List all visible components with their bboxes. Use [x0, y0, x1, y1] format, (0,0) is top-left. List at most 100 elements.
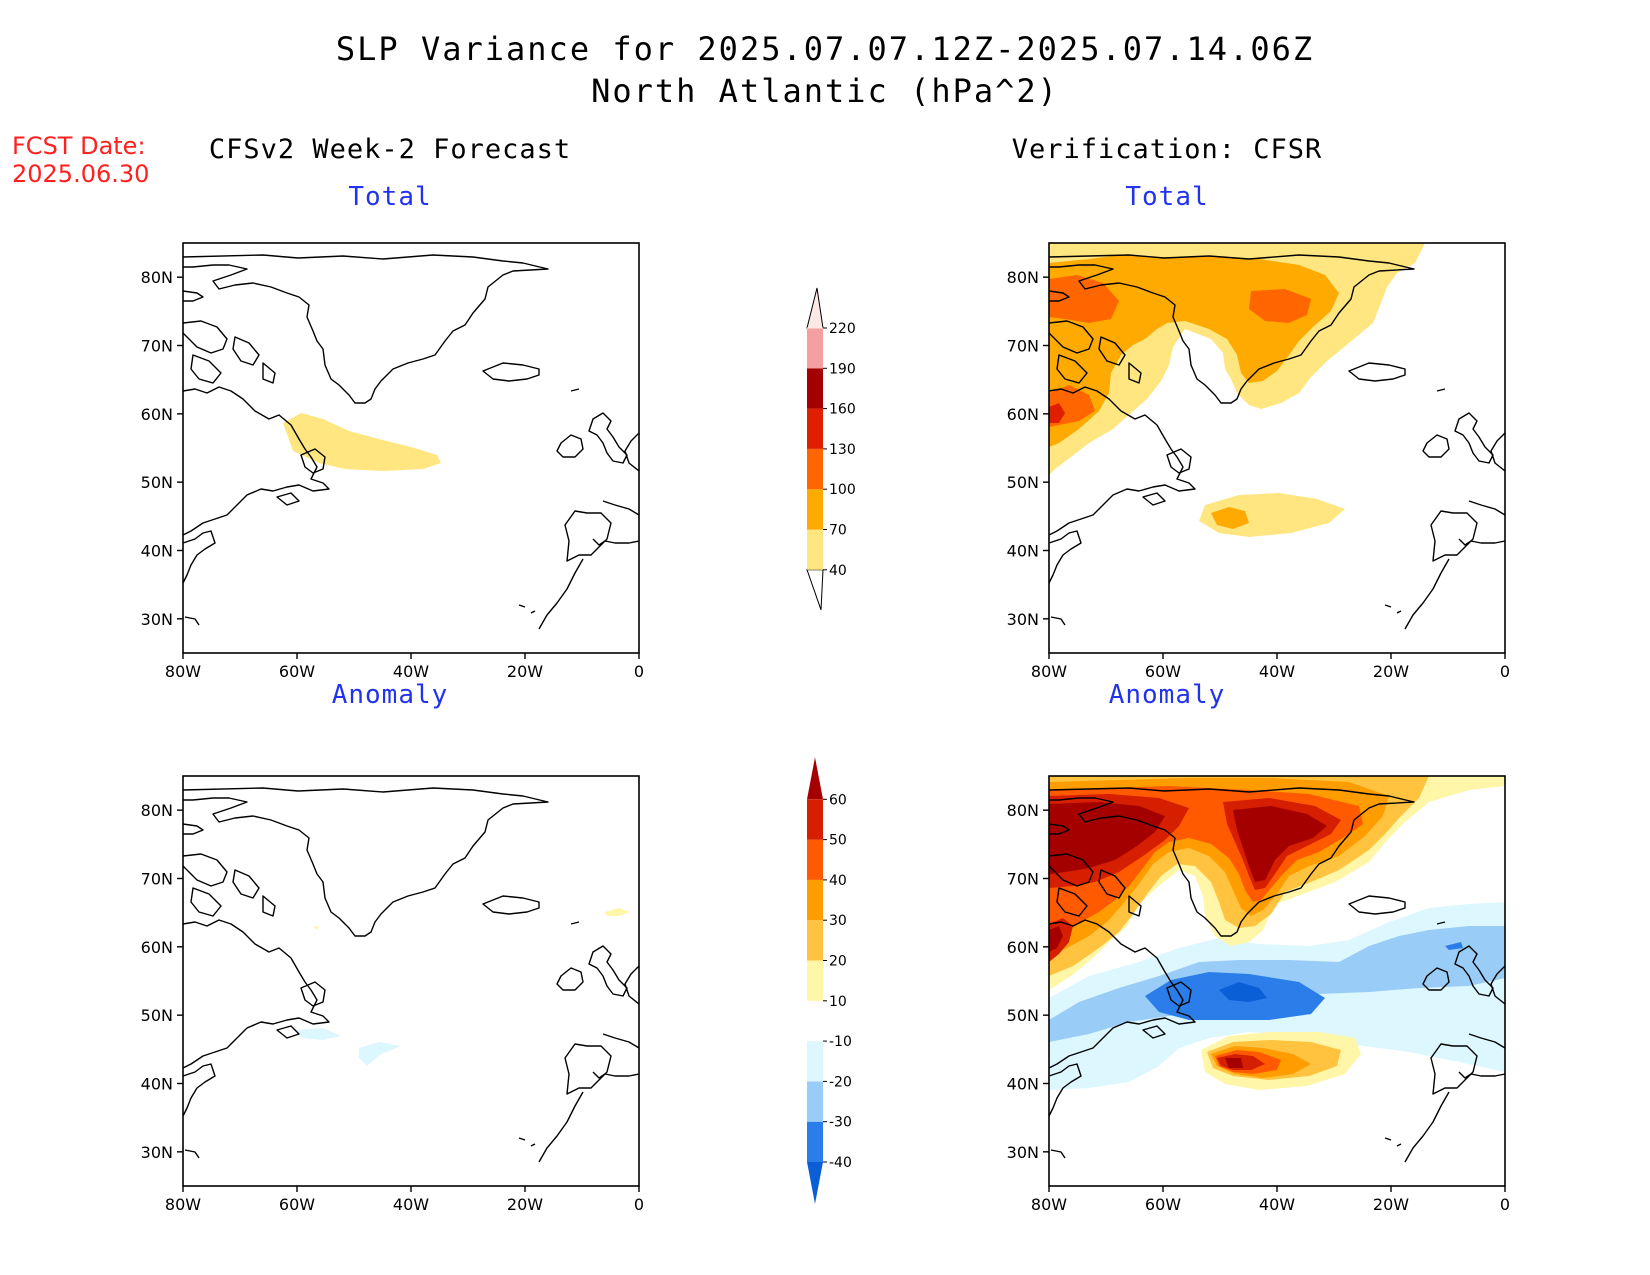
map-verification-total: [1048, 242, 1506, 654]
forecast-date-value: 2025.06.30: [12, 160, 150, 188]
lat-label-vt-2: 60N: [1007, 405, 1039, 424]
colorbar-anomaly-tick-6: 30: [829, 913, 847, 929]
colorbar-anomaly-swatch-1: [807, 1081, 823, 1122]
forecast-date-label: FCST Date:: [12, 132, 146, 160]
colorbar-anomaly-tick-7: 40: [829, 873, 847, 889]
lat-label-ft-0: 80N: [141, 268, 173, 287]
colorbar-anomaly-swatch-4: [807, 960, 823, 1001]
colorbar-anomaly-high-arrow: [807, 757, 823, 800]
lon-label-vt-2: 40W: [1259, 662, 1295, 681]
colorbar-anomaly-swatch-5: [807, 920, 823, 961]
lon-label-fa-3: 20W: [507, 1195, 543, 1214]
lat-label-fa-5: 30N: [141, 1143, 173, 1162]
lon-label-ft-3: 20W: [507, 662, 543, 681]
map-forecast-anomaly: [182, 775, 640, 1187]
lat-label-fa-0: 80N: [141, 801, 173, 820]
lat-label-fa-1: 70N: [141, 870, 173, 889]
colorbar-anomaly-swatch-3: [807, 1000, 823, 1042]
colorbar-anomaly-low-arrow: [807, 1162, 823, 1204]
right-column-title: Verification: CFSR: [1011, 134, 1323, 165]
lon-label-ft-1: 60W: [279, 662, 315, 681]
lat-label-vt-4: 40N: [1007, 542, 1039, 561]
lon-label-fa-1: 60W: [279, 1195, 315, 1214]
lon-label-ft-2: 40W: [393, 662, 429, 681]
map-verification-anomaly: [1048, 775, 1506, 1187]
lon-label-vt-1: 60W: [1145, 662, 1181, 681]
forecast-total-title: Total: [348, 182, 432, 212]
lon-label-va-1: 60W: [1145, 1195, 1181, 1214]
map-axes: 80N 70N 60N 50N 40N 30N 80W 60W 40W 20W 0 80N 70N 60N…: [141, 268, 1510, 1214]
verification-total-title: Total: [1125, 182, 1209, 212]
main-title-line2: North Atlantic (hPa^2): [591, 72, 1059, 110]
lat-label-ft-5: 30N: [141, 610, 173, 629]
colorbar-anomaly-tick-9: 60: [829, 792, 847, 808]
colorbar-anomaly-tick-5: 20: [829, 954, 847, 970]
lat-label-ft-2: 60N: [141, 405, 173, 424]
verification-total-contours: [1049, 243, 1425, 537]
colorbar-total-swatch-5: [807, 328, 823, 369]
lat-label-va-0: 80N: [1007, 801, 1039, 820]
colorbar-anomaly-swatch-6: [807, 879, 823, 921]
lon-label-ft-4: 0: [634, 662, 644, 681]
colorbar-total-tick-6: 220: [829, 321, 856, 337]
lat-label-fa-3: 50N: [141, 1006, 173, 1025]
colorbar-total-tick-4: 160: [829, 402, 856, 418]
lat-label-fa-2: 60N: [141, 938, 173, 957]
lon-label-vt-4: 0: [1500, 662, 1510, 681]
colorbar-anomaly-swatch-0: [807, 1121, 823, 1162]
colorbar-anomaly-tick-3: -10: [829, 1034, 852, 1050]
lat-label-ft-3: 50N: [141, 473, 173, 492]
colorbar-anomaly-tick-2: -20: [829, 1074, 852, 1090]
colorbar-anomaly-swatch-2: [807, 1041, 823, 1082]
lon-label-vt-3: 20W: [1373, 662, 1409, 681]
colorbar-total-swatch-4: [807, 368, 823, 409]
lon-label-va-2: 40W: [1259, 1195, 1295, 1214]
lat-label-va-4: 40N: [1007, 1075, 1039, 1094]
colorbar-anomaly-swatch-8: [807, 799, 823, 840]
colorbar-total-swatch-0: [807, 529, 823, 570]
lon-label-fa-4: 0: [634, 1195, 644, 1214]
map-forecast-total: [182, 242, 640, 654]
lon-label-va-3: 20W: [1373, 1195, 1409, 1214]
colorbar-total-swatch-2: [807, 448, 823, 490]
colorbar-total-tick-0: 40: [829, 563, 847, 579]
lat-label-va-1: 70N: [1007, 870, 1039, 889]
lat-label-vt-1: 70N: [1007, 337, 1039, 356]
lat-label-fa-4: 40N: [141, 1075, 173, 1094]
left-column-title: CFSv2 Week-2 Forecast: [208, 134, 572, 165]
forecast-anomaly-negative-patch: [295, 1028, 341, 1040]
lat-label-vt-0: 80N: [1007, 268, 1039, 287]
verification-anomaly-title: Anomaly: [1108, 680, 1226, 710]
forecast-anomaly-positive-patch: [605, 908, 629, 916]
colorbar-total-tick-5: 190: [829, 361, 856, 377]
main-title-line1: SLP Variance for 2025.07.07.12Z-2025.07.…: [335, 30, 1315, 68]
colorbar-anomaly-tick-4: 10: [829, 994, 847, 1010]
lat-label-vt-3: 50N: [1007, 473, 1039, 492]
lat-label-ft-1: 70N: [141, 337, 173, 356]
colorbar-total-tick-1: 70: [829, 523, 847, 539]
lat-label-va-2: 60N: [1007, 938, 1039, 957]
colorbar-total-swatch-1: [807, 489, 823, 530]
lon-label-va-0: 80W: [1031, 1195, 1067, 1214]
colorbar-total-tick-3: 130: [829, 442, 856, 458]
colorbar-total-tick-2: 100: [829, 482, 856, 498]
colorbar-total: 40 70 100 130 160 190 220: [806, 287, 856, 610]
colorbar-anomaly-tick-0: -40: [829, 1155, 852, 1171]
lat-label-va-3: 50N: [1007, 1006, 1039, 1025]
lat-label-ft-4: 40N: [141, 542, 173, 561]
colorbar-anomaly-tick-8: 50: [829, 833, 847, 849]
lat-label-va-5: 30N: [1007, 1143, 1039, 1162]
forecast-anomaly-title: Anomaly: [331, 680, 449, 710]
colorbar-anomaly: -40 -30 -20 -10 10 20 30 40 50 60: [807, 757, 852, 1204]
lon-label-va-4: 0: [1500, 1195, 1510, 1214]
colorbar-total-swatch-3: [807, 408, 823, 449]
lat-label-vt-5: 30N: [1007, 610, 1039, 629]
forecast-total-contour: [283, 413, 441, 471]
lon-label-vt-0: 80W: [1031, 662, 1067, 681]
verification-anomaly-contours: [1049, 776, 1505, 1090]
lon-label-ft-0: 80W: [165, 662, 201, 681]
lon-label-fa-2: 40W: [393, 1195, 429, 1214]
lon-label-fa-0: 80W: [165, 1195, 201, 1214]
colorbar-anomaly-swatch-7: [807, 839, 823, 880]
